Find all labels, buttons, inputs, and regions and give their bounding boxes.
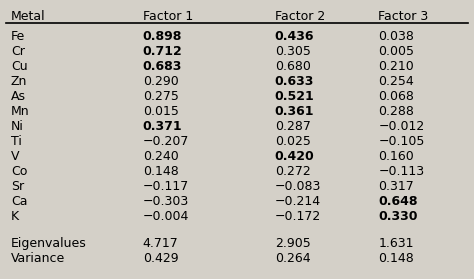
Text: 0.521: 0.521 xyxy=(275,90,314,103)
Text: 0.254: 0.254 xyxy=(378,75,414,88)
Text: 0.038: 0.038 xyxy=(378,30,414,43)
Text: Factor 2: Factor 2 xyxy=(275,10,325,23)
Text: 0.272: 0.272 xyxy=(275,165,310,178)
Text: Factor 1: Factor 1 xyxy=(143,10,193,23)
Text: 0.683: 0.683 xyxy=(143,60,182,73)
Text: Metal: Metal xyxy=(11,10,46,23)
Text: 0.288: 0.288 xyxy=(378,105,414,118)
Text: 0.290: 0.290 xyxy=(143,75,179,88)
Text: 0.264: 0.264 xyxy=(275,252,310,265)
Text: Ti: Ti xyxy=(11,135,22,148)
Text: 0.898: 0.898 xyxy=(143,30,182,43)
Text: Mn: Mn xyxy=(11,105,29,118)
Text: 0.275: 0.275 xyxy=(143,90,179,103)
Text: 0.210: 0.210 xyxy=(378,60,414,73)
Text: Cr: Cr xyxy=(11,45,25,58)
Text: 0.633: 0.633 xyxy=(275,75,314,88)
Text: 0.361: 0.361 xyxy=(275,105,314,118)
Text: −0.083: −0.083 xyxy=(275,180,321,193)
Text: 2.905: 2.905 xyxy=(275,237,310,250)
Text: Ni: Ni xyxy=(11,120,24,133)
Text: Fe: Fe xyxy=(11,30,25,43)
Text: −0.117: −0.117 xyxy=(143,180,189,193)
Text: Variance: Variance xyxy=(11,252,65,265)
Text: 0.305: 0.305 xyxy=(275,45,310,58)
Text: V: V xyxy=(11,150,19,163)
Text: 1.631: 1.631 xyxy=(378,237,414,250)
Text: Zn: Zn xyxy=(11,75,27,88)
Text: 0.148: 0.148 xyxy=(378,252,414,265)
Text: −0.207: −0.207 xyxy=(143,135,189,148)
Text: −0.113: −0.113 xyxy=(378,165,425,178)
Text: 0.025: 0.025 xyxy=(275,135,310,148)
Text: Cu: Cu xyxy=(11,60,27,73)
Text: K: K xyxy=(11,210,19,223)
Text: 0.287: 0.287 xyxy=(275,120,310,133)
Text: Co: Co xyxy=(11,165,27,178)
Text: 0.429: 0.429 xyxy=(143,252,178,265)
Text: 0.648: 0.648 xyxy=(378,195,418,208)
Text: 0.005: 0.005 xyxy=(378,45,414,58)
Text: 4.717: 4.717 xyxy=(143,237,179,250)
Text: 0.680: 0.680 xyxy=(275,60,310,73)
Text: 0.068: 0.068 xyxy=(378,90,414,103)
Text: 0.240: 0.240 xyxy=(143,150,179,163)
Text: Sr: Sr xyxy=(11,180,24,193)
Text: 0.420: 0.420 xyxy=(275,150,314,163)
Text: 0.160: 0.160 xyxy=(378,150,414,163)
Text: −0.214: −0.214 xyxy=(275,195,321,208)
Text: 0.015: 0.015 xyxy=(143,105,179,118)
Text: −0.012: −0.012 xyxy=(378,120,425,133)
Text: −0.004: −0.004 xyxy=(143,210,189,223)
Text: −0.105: −0.105 xyxy=(378,135,425,148)
Text: As: As xyxy=(11,90,26,103)
Text: 0.371: 0.371 xyxy=(143,120,182,133)
Text: Eigenvalues: Eigenvalues xyxy=(11,237,87,250)
Text: 0.712: 0.712 xyxy=(143,45,182,58)
Text: 0.436: 0.436 xyxy=(275,30,314,43)
Text: −0.172: −0.172 xyxy=(275,210,321,223)
Text: −0.303: −0.303 xyxy=(143,195,189,208)
Text: Factor 3: Factor 3 xyxy=(378,10,428,23)
Text: 0.317: 0.317 xyxy=(378,180,414,193)
Text: 0.148: 0.148 xyxy=(143,165,179,178)
Text: 0.330: 0.330 xyxy=(378,210,418,223)
Text: Ca: Ca xyxy=(11,195,27,208)
